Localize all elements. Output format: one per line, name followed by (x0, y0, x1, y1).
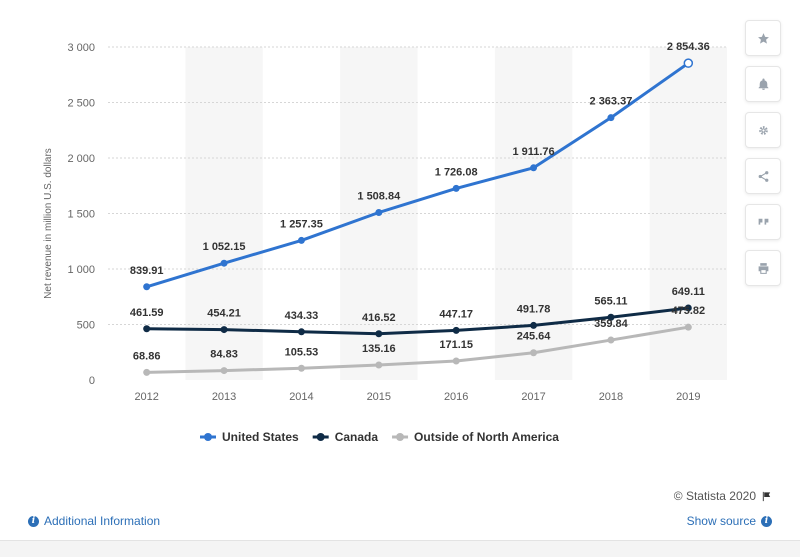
data-point (530, 349, 538, 357)
y-tick-label: 0 (89, 375, 95, 387)
legend-marker (396, 433, 405, 441)
data-point (607, 114, 615, 122)
data-point (607, 313, 615, 321)
x-tick-label: 2019 (676, 391, 700, 403)
data-label: 359.84 (594, 318, 629, 330)
y-axis-label: Net revenue in million U.S. dollars (43, 148, 54, 299)
show-source-text: Show source (686, 514, 756, 528)
data-label: 2 363.37 (590, 96, 633, 108)
star-icon[interactable] (745, 20, 781, 56)
additional-information-link[interactable]: i Additional Information (28, 514, 160, 528)
x-tick-label: 2012 (134, 391, 158, 403)
y-tick-label: 1 000 (67, 264, 95, 276)
legend-marker (316, 433, 325, 441)
data-label: 1 052.15 (203, 241, 246, 253)
data-point (452, 326, 460, 334)
legend-label: United States (222, 430, 299, 444)
data-label: 1 508.84 (357, 191, 401, 203)
data-point (220, 367, 228, 375)
series-line (146, 325, 689, 374)
x-tick-label: 2015 (367, 391, 391, 403)
quote-icon[interactable] (745, 204, 781, 240)
data-point (684, 323, 692, 331)
y-tick-label: 3 000 (67, 42, 95, 54)
data-label: 565.11 (594, 295, 627, 307)
y-tick-label: 2 500 (67, 98, 95, 110)
credit-text: © Statista 2020 (673, 489, 756, 503)
bell-icon[interactable] (745, 66, 781, 102)
series-line (146, 306, 689, 336)
data-label: 839.91 (130, 265, 164, 277)
x-tick-label: 2018 (599, 391, 623, 403)
data-label: 135.16 (362, 343, 396, 355)
y-tick-label: 500 (77, 320, 95, 332)
y-tick-label: 2 000 (67, 153, 95, 165)
data-point (220, 259, 228, 267)
data-label: 454.21 (207, 308, 241, 320)
x-tick-label: 2017 (521, 391, 545, 403)
info-icon: i (28, 515, 39, 527)
data-label: 649.11 (672, 286, 705, 298)
legend-label: Canada (335, 430, 379, 444)
data-label: 171.15 (439, 339, 473, 351)
line-chart: 0 500 1 000 1 500 2 000 2 500 3 000 2012 2013 201… (43, 41, 727, 444)
data-point (375, 330, 383, 338)
gear-icon[interactable] (745, 112, 781, 148)
data-point (375, 361, 383, 369)
data-point (684, 304, 692, 312)
data-label: 434.33 (285, 310, 319, 322)
x-tick-label: 2016 (444, 391, 468, 403)
data-point (530, 321, 538, 329)
data-point (607, 336, 615, 344)
statista-credit[interactable]: © Statista 2020 (674, 489, 772, 503)
data-label: 84.83 (210, 349, 238, 361)
data-label: 416.52 (362, 312, 396, 324)
additional-information-text: Additional Information (44, 514, 161, 528)
share-icon[interactable] (745, 158, 781, 194)
data-point (452, 184, 460, 192)
data-point (530, 164, 538, 172)
data-label: 2 854.36 (667, 41, 710, 53)
data-label: 475.82 (671, 305, 705, 317)
data-point (143, 325, 151, 333)
data-point (297, 236, 305, 244)
toolbar (745, 20, 781, 286)
legend-label: Outside of North America (414, 430, 559, 444)
data-point (220, 326, 228, 334)
data-label: 1 911.76 (512, 146, 554, 158)
x-tick-label: 2014 (289, 391, 313, 403)
print-icon[interactable] (745, 250, 781, 286)
data-point (375, 209, 383, 217)
data-label: 447.17 (439, 308, 473, 320)
info-icon: i (761, 515, 772, 527)
data-point (297, 328, 305, 336)
show-source-link[interactable]: Show source i (687, 514, 772, 528)
data-label: 491.78 (517, 303, 551, 315)
flag-icon (762, 491, 771, 501)
data-label: 105.53 (285, 346, 319, 358)
data-label: 1 726.08 (435, 166, 478, 178)
chart-card: 0 500 1 000 1 500 2 000 2 500 3 000 2012 2013 201… (0, 0, 800, 541)
legend-marker (204, 433, 212, 441)
y-tick-label: 1 500 (67, 209, 95, 221)
data-point (143, 283, 151, 291)
data-point (297, 364, 305, 372)
data-point (683, 58, 694, 68)
data-label: 245.64 (517, 331, 552, 343)
x-tick-label: 2013 (212, 391, 236, 403)
data-label: 68.86 (133, 350, 161, 362)
data-label: 1 257.35 (280, 218, 323, 230)
series-line (146, 61, 690, 289)
data-label: 461.59 (130, 307, 164, 319)
data-point (143, 368, 151, 376)
data-point (452, 357, 460, 365)
